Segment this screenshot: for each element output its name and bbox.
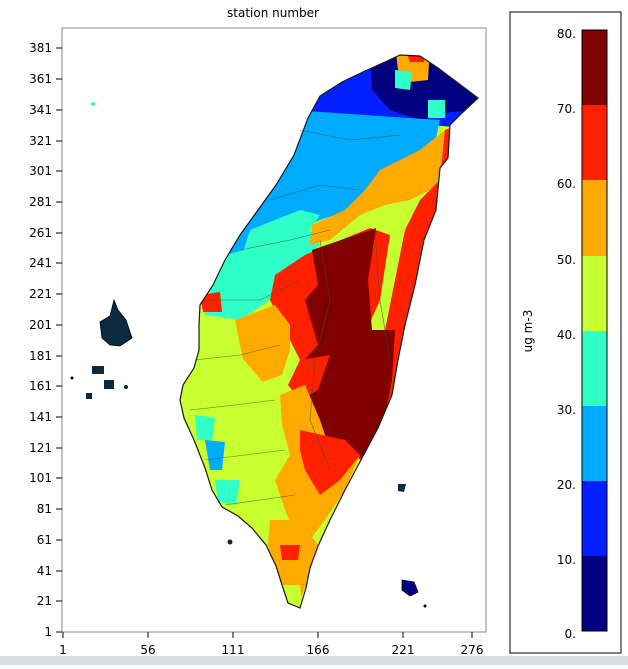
map-region xyxy=(395,70,412,90)
offshore-islands xyxy=(70,102,427,608)
colorbar-tick-label: 30. xyxy=(557,403,576,417)
y-tick-label: 201 xyxy=(29,318,52,332)
y-tick-label: 381 xyxy=(29,41,52,55)
y-tick: 321 xyxy=(29,134,62,148)
map-region xyxy=(405,55,425,62)
colorbar-band xyxy=(582,481,607,556)
x-tick-label: 166 xyxy=(307,643,330,657)
y-tick-label: 21 xyxy=(37,594,52,608)
orchid-island xyxy=(401,579,419,597)
y-tick: 201 xyxy=(29,318,62,332)
x-tick: 56 xyxy=(140,632,156,657)
x-tick: 221 xyxy=(392,632,415,657)
y-tick: 301 xyxy=(29,164,62,178)
y-tick-label: 41 xyxy=(37,564,52,578)
map-region xyxy=(205,225,330,320)
colorbar-ticks: 80. 70. 60. 50. 40. 30. 20. 10. 0. xyxy=(557,27,576,641)
green-island xyxy=(398,484,406,492)
map-region xyxy=(215,480,240,505)
island-outline xyxy=(179,54,479,609)
x-tick: 111 xyxy=(222,632,245,657)
y-tick-label: 241 xyxy=(29,256,52,270)
x-tick-label: 221 xyxy=(392,643,415,657)
map-region xyxy=(240,210,320,262)
y-axis: 381 361 341 321 301 281 261 241 221 201 … xyxy=(29,41,62,639)
y-tick-label: 181 xyxy=(29,349,52,363)
y-tick-label: 61 xyxy=(37,533,52,547)
colorbar-band xyxy=(582,30,607,105)
y-tick: 221 xyxy=(29,287,62,301)
colorbar-tick-label: 10. xyxy=(557,553,576,567)
colorbar-band xyxy=(582,406,607,481)
colorbar-label: ug m-3 xyxy=(521,310,535,353)
y-tick-label: 161 xyxy=(29,379,52,393)
y-tick: 101 xyxy=(29,471,62,485)
y-tick-label: 1 xyxy=(44,625,52,639)
colorbar-tick-label: 40. xyxy=(557,328,576,342)
y-tick: 181 xyxy=(29,349,62,363)
x-tick-label: 1 xyxy=(59,643,67,657)
x-tick: 166 xyxy=(307,632,330,657)
x-tick-label: 56 xyxy=(140,643,155,657)
penghu-islands xyxy=(99,298,133,347)
y-tick-label: 221 xyxy=(29,287,52,301)
map-region xyxy=(428,100,445,118)
y-tick: 61 xyxy=(37,533,62,547)
x-tick-label: 276 xyxy=(461,643,484,657)
y-tick-label: 261 xyxy=(29,226,52,240)
map-region xyxy=(300,430,360,495)
y-tick: 261 xyxy=(29,226,62,240)
y-tick-label: 141 xyxy=(29,410,52,424)
y-tick: 341 xyxy=(29,103,62,117)
colorbar-tick-label: 20. xyxy=(557,478,576,492)
y-tick-label: 361 xyxy=(29,72,52,86)
colorbar-band xyxy=(582,331,607,406)
colorbar-tick-label: 80. xyxy=(557,27,576,41)
map-region xyxy=(205,440,225,470)
map-region xyxy=(280,545,300,560)
map-region xyxy=(195,415,215,440)
y-tick: 41 xyxy=(37,564,62,578)
colorbar-band xyxy=(582,256,607,331)
colorbar-tick-label: 70. xyxy=(557,102,576,116)
x-tick-label: 111 xyxy=(222,643,245,657)
y-tick-label: 281 xyxy=(29,195,52,209)
y-tick: 361 xyxy=(29,72,62,86)
map-region xyxy=(300,228,395,465)
y-tick-label: 81 xyxy=(37,502,52,516)
y-tick: 141 xyxy=(29,410,62,424)
map-region xyxy=(235,305,290,382)
y-tick: 161 xyxy=(29,379,62,393)
colorbar xyxy=(581,29,608,632)
y-tick-label: 341 xyxy=(29,103,52,117)
y-tick: 21 xyxy=(37,594,62,608)
y-tick-label: 101 xyxy=(29,471,52,485)
y-tick: 381 xyxy=(29,41,62,55)
colorbar-tick-label: 60. xyxy=(557,177,576,191)
map-title: station number xyxy=(227,6,319,20)
x-tick: 1 xyxy=(59,632,67,657)
county-boundaries xyxy=(189,129,401,506)
y-tick-label: 121 xyxy=(29,441,52,455)
y-tick: 281 xyxy=(29,195,62,209)
colorbar-tick-label: 50. xyxy=(557,253,576,267)
y-tick: 1 xyxy=(44,625,62,639)
colorbar-band xyxy=(582,105,607,180)
y-tick: 121 xyxy=(29,441,62,455)
x-axis: 1 56 111 166 221 276 xyxy=(59,631,486,657)
y-tick-label: 301 xyxy=(29,164,52,178)
x-tick: 276 xyxy=(461,632,484,657)
colorbar-band xyxy=(582,556,607,631)
y-tick: 81 xyxy=(37,502,62,516)
y-tick: 241 xyxy=(29,256,62,270)
map-region xyxy=(310,130,455,245)
y-tick-label: 321 xyxy=(29,134,52,148)
colorbar-band xyxy=(582,180,607,256)
window-bottom-bar xyxy=(0,656,628,665)
colorbar-tick-label: 0. xyxy=(565,627,576,641)
